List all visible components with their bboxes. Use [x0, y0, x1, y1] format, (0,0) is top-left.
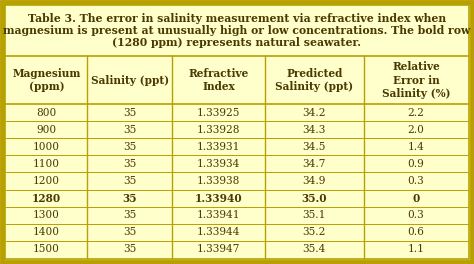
Text: 34.7: 34.7 — [302, 159, 326, 169]
Text: 1400: 1400 — [33, 227, 60, 237]
Text: magnesium is present at unusually high or low concentrations. The bold row: magnesium is present at unusually high o… — [3, 25, 471, 36]
Text: 34.9: 34.9 — [303, 176, 326, 186]
Text: 0.3: 0.3 — [408, 176, 424, 186]
Text: 34.3: 34.3 — [303, 125, 326, 135]
Text: 1.33931: 1.33931 — [197, 142, 240, 152]
Text: 35: 35 — [122, 193, 137, 204]
Text: 1.33928: 1.33928 — [197, 125, 240, 135]
Text: 1.33947: 1.33947 — [197, 244, 240, 254]
Text: 35: 35 — [123, 125, 136, 135]
Text: 1.4: 1.4 — [408, 142, 424, 152]
Text: 34.5: 34.5 — [303, 142, 326, 152]
Text: Predicted
Salinity (ppt): Predicted Salinity (ppt) — [275, 68, 354, 92]
Text: 1300: 1300 — [33, 210, 60, 220]
Text: 35.0: 35.0 — [301, 193, 327, 204]
Text: 1100: 1100 — [33, 159, 60, 169]
Text: (1280 ppm) represents natural seawater.: (1280 ppm) represents natural seawater. — [112, 37, 362, 48]
Text: 1.33925: 1.33925 — [197, 107, 240, 117]
Text: 35.1: 35.1 — [303, 210, 326, 220]
Text: Table 3. The error in salinity measurement via refractive index when: Table 3. The error in salinity measureme… — [28, 13, 446, 24]
Text: 1.33944: 1.33944 — [197, 227, 240, 237]
Text: 0.6: 0.6 — [408, 227, 424, 237]
Text: 35: 35 — [123, 210, 136, 220]
Text: 1000: 1000 — [33, 142, 60, 152]
Text: 2.0: 2.0 — [408, 125, 424, 135]
Text: 1.1: 1.1 — [408, 244, 424, 254]
Text: 1.33938: 1.33938 — [197, 176, 240, 186]
Text: 1.33941: 1.33941 — [197, 210, 240, 220]
Text: 34.2: 34.2 — [302, 107, 326, 117]
Text: 1.33934: 1.33934 — [197, 159, 240, 169]
Text: 35: 35 — [123, 107, 136, 117]
Text: 35: 35 — [123, 159, 136, 169]
Text: 0.9: 0.9 — [408, 159, 424, 169]
Text: 35: 35 — [123, 176, 136, 186]
Text: 1280: 1280 — [32, 193, 61, 204]
Text: 1200: 1200 — [33, 176, 60, 186]
Text: 0.3: 0.3 — [408, 210, 424, 220]
Text: 35: 35 — [123, 244, 136, 254]
Text: 1.33940: 1.33940 — [195, 193, 242, 204]
Text: Refractive
Index: Refractive Index — [188, 68, 249, 92]
Text: Relative
Error in
Salinity (%): Relative Error in Salinity (%) — [382, 61, 450, 99]
Text: 35.4: 35.4 — [303, 244, 326, 254]
Text: 900: 900 — [36, 125, 56, 135]
Text: Salinity (ppt): Salinity (ppt) — [91, 74, 169, 86]
Text: 2.2: 2.2 — [408, 107, 424, 117]
Text: 35: 35 — [123, 142, 136, 152]
Text: Magnesium
(ppm): Magnesium (ppm) — [12, 68, 81, 92]
Text: 35: 35 — [123, 227, 136, 237]
Text: 800: 800 — [36, 107, 56, 117]
Text: 1500: 1500 — [33, 244, 60, 254]
Text: 0: 0 — [412, 193, 419, 204]
Text: 35.2: 35.2 — [303, 227, 326, 237]
